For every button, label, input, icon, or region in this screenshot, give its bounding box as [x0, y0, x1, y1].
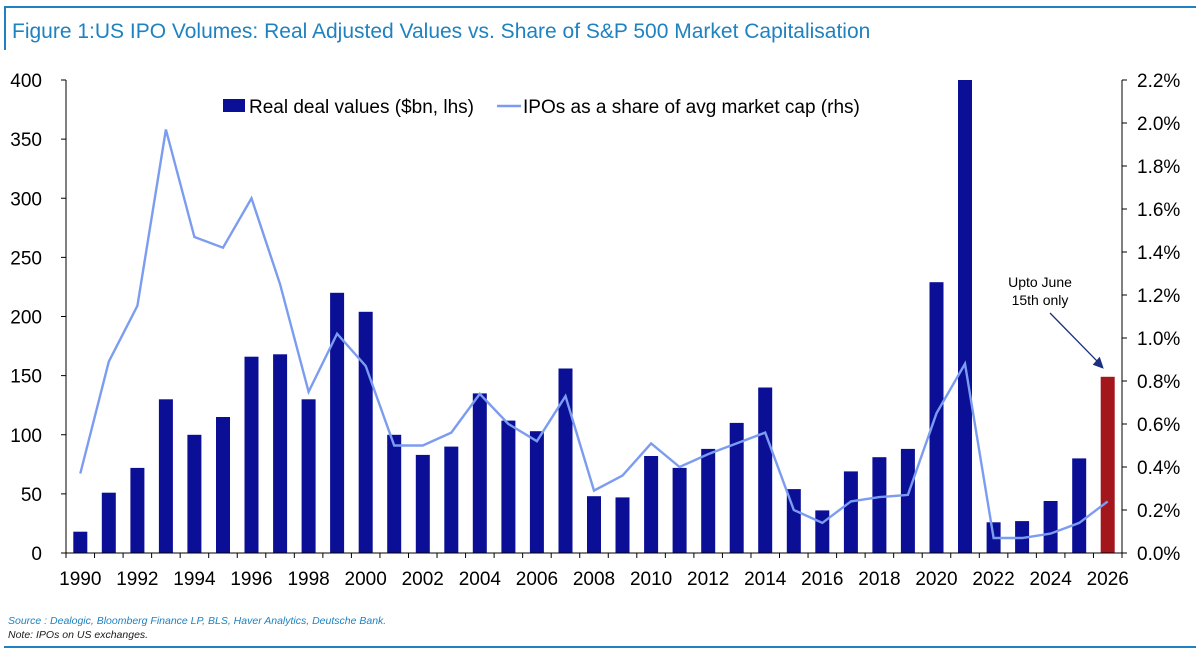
bar-2007 [558, 368, 573, 553]
bar-1998 [301, 399, 316, 553]
bar-2019 [900, 448, 915, 553]
bar-2014 [758, 387, 773, 553]
bottom-rule [4, 646, 1196, 648]
bar-2000 [358, 311, 373, 553]
bar-2018 [872, 457, 887, 553]
bar-2003 [444, 446, 459, 553]
bar-1997 [273, 354, 288, 553]
bar-2006 [529, 431, 544, 553]
right-tick-label: 1.8% [1137, 157, 1180, 178]
x-tick-label: 2002 [402, 569, 444, 590]
bar-2009 [615, 497, 630, 553]
right-tick-label: 0.0% [1137, 544, 1180, 565]
bar-2001 [387, 434, 402, 554]
bar-2011 [672, 467, 687, 553]
bar-2020 [929, 282, 944, 553]
bar-2005 [501, 420, 516, 553]
left-tick-label: 0 [31, 544, 42, 565]
left-tick-label: 400 [10, 71, 42, 92]
share-line [79, 129, 1109, 540]
bar-2004 [472, 393, 487, 553]
annotation-text: 15th only [1012, 292, 1069, 308]
x-tick-label: 2006 [516, 569, 558, 590]
bar-1994 [187, 434, 202, 554]
x-tick-label: 2022 [972, 569, 1014, 590]
title-left-rule [4, 6, 6, 50]
bar-1999 [330, 292, 345, 553]
bar-2008 [587, 496, 601, 553]
right-tick-label: 1.2% [1137, 286, 1180, 307]
legend-bar-swatch [223, 99, 245, 112]
left-tick-label: 50 [21, 485, 42, 506]
right-tick-label: 0.4% [1137, 458, 1180, 479]
bar-1992 [130, 467, 145, 553]
line-layer [79, 129, 1109, 540]
bar-2012 [701, 448, 716, 553]
right-tick-label: 0.6% [1137, 415, 1180, 436]
right-tick-label: 0.2% [1137, 501, 1180, 522]
x-tick-label: 2008 [573, 569, 615, 590]
bar-2016 [815, 510, 830, 553]
x-tick-label: 1996 [230, 569, 272, 590]
right-tick-label: 1.0% [1137, 329, 1180, 350]
left-tick-label: 200 [10, 308, 42, 329]
right-tick-label: 2.0% [1137, 114, 1180, 135]
legend-bar-label: Real deal values ($bn, lhs) [249, 97, 474, 118]
bar-1995 [216, 417, 230, 553]
x-tick-label: 2020 [915, 569, 957, 590]
x-tick-label: 2026 [1087, 569, 1129, 590]
annotation: Upto June 15th only [1008, 274, 1104, 369]
bar-2021 [958, 80, 972, 553]
source-text: Source : Dealogic, Bloomberg Finance LP,… [8, 615, 387, 627]
bar-2002 [415, 454, 430, 553]
bar-2015 [786, 489, 801, 553]
x-tick-label: 2004 [459, 569, 502, 590]
right-tick-label: 1.6% [1137, 200, 1180, 221]
axes-layer: 0 50 100 150 200 250 300 350 400 0.0% 0.2% 0.4% 0.6%… [10, 71, 1180, 590]
legend: Real deal values ($bn, lhs) IPOs as a sha… [223, 97, 860, 118]
right-tick-label: 2.2% [1137, 71, 1180, 92]
bar-1990 [73, 531, 88, 553]
left-tick-label: 150 [10, 367, 42, 388]
annotation-arrow-line [1049, 312, 1101, 365]
annotation-text: Upto June [1008, 274, 1072, 290]
bar-2024 [1043, 501, 1058, 553]
bars-layer [73, 80, 1115, 554]
bar-2013 [729, 422, 744, 553]
note-text: Note: IPOs on US exchanges. [8, 629, 149, 641]
bar-2026 [1100, 376, 1115, 553]
bar-2017 [843, 471, 858, 553]
x-tick-label: 2016 [801, 569, 843, 590]
x-tick-label: 2000 [345, 569, 387, 590]
chart-svg: 0 50 100 150 200 250 300 350 400 0.0% 0.2% 0.4% 0.6%… [10, 71, 1180, 590]
bar-1991 [101, 492, 116, 553]
x-tick-label: 2018 [858, 569, 900, 590]
x-tick-label: 2010 [630, 569, 672, 590]
source-block: Source : Dealogic, Bloomberg Finance LP,… [8, 614, 386, 642]
x-tick-label: 1994 [173, 569, 216, 590]
x-tick-label: 1990 [59, 569, 101, 590]
left-tick-label: 250 [10, 248, 42, 269]
title-top-rule [4, 6, 1196, 8]
left-tick-label: 300 [10, 189, 42, 210]
x-tick-label: 2014 [744, 569, 787, 590]
x-tick-label: 2024 [1030, 569, 1073, 590]
bar-1996 [244, 356, 259, 553]
bar-2025 [1072, 458, 1087, 553]
right-tick-label: 1.4% [1137, 243, 1180, 264]
left-tick-label: 100 [10, 426, 42, 447]
bar-1993 [158, 399, 173, 553]
figure-title: Figure 1:US IPO Volumes: Real Adjusted V… [12, 20, 871, 43]
right-tick-label: 0.8% [1137, 372, 1180, 393]
x-tick-label: 1998 [287, 569, 329, 590]
x-tick-label: 2012 [687, 569, 729, 590]
legend-line-label: IPOs as a share of avg market cap (rhs) [523, 97, 860, 118]
bar-2010 [644, 456, 659, 553]
left-tick-label: 350 [10, 130, 42, 151]
x-tick-label: 1992 [116, 569, 158, 590]
annotation-arrow-head [1092, 356, 1104, 369]
